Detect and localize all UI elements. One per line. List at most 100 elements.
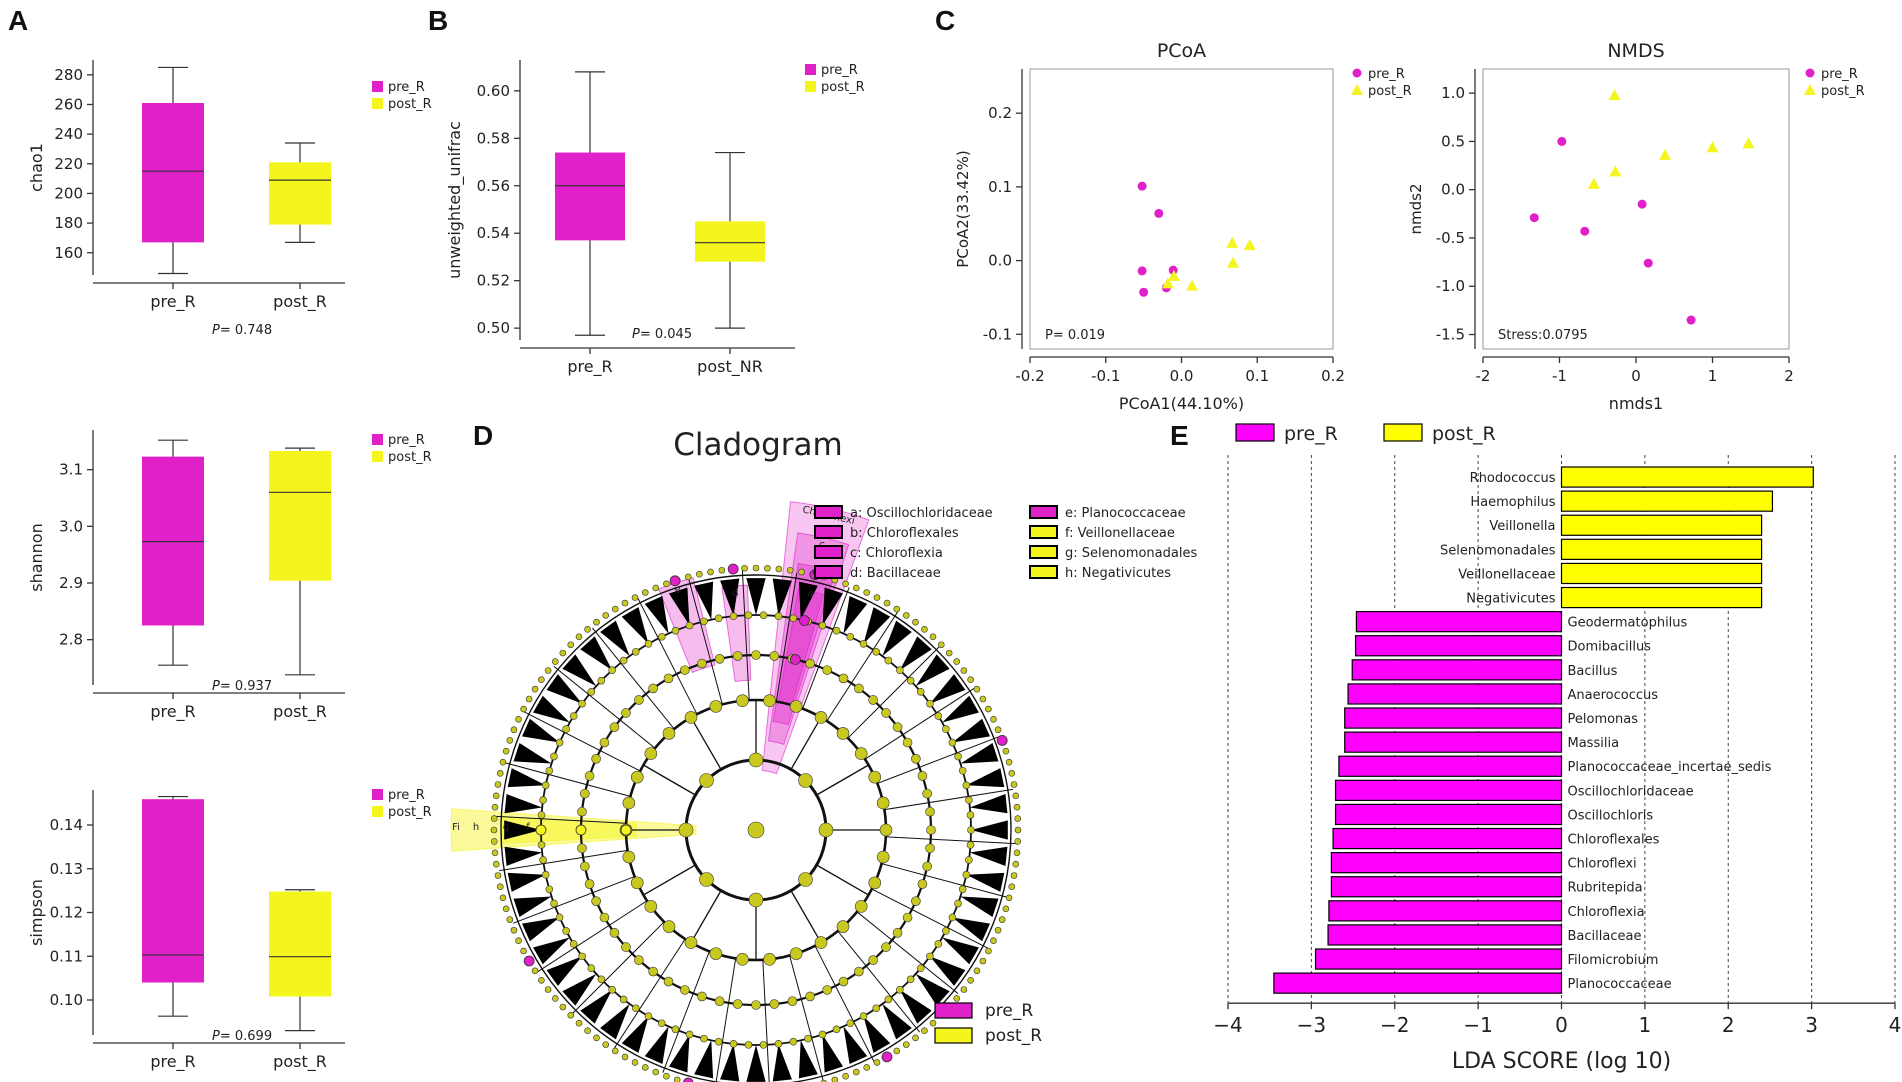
x-tick-label: pre_R <box>567 357 612 377</box>
node <box>515 715 522 723</box>
node <box>916 964 925 972</box>
node <box>648 683 658 694</box>
node <box>962 870 971 879</box>
node <box>814 711 828 724</box>
point-post_R <box>1587 177 1600 189</box>
node <box>868 770 882 784</box>
branch <box>814 945 875 1062</box>
node <box>879 823 893 837</box>
y-axis-label: nmds2 <box>1407 184 1425 235</box>
point-post_R <box>1742 137 1755 149</box>
node <box>644 900 658 913</box>
node <box>960 667 968 674</box>
branch <box>643 764 696 796</box>
point-pre_R <box>1137 181 1147 191</box>
legend-label: g: Selenomonadales <box>1065 546 1197 561</box>
node <box>1005 894 1013 902</box>
bar-label: Anaerococcus <box>1568 688 1659 703</box>
legend-label: pre_R <box>821 63 858 78</box>
cladogram: CladogramChloroflexicbadeFihgfa: Oscillo… <box>450 427 1197 1082</box>
node <box>621 942 631 952</box>
x-tick-label: 1 <box>1708 367 1718 385</box>
node <box>922 788 932 799</box>
branch <box>790 890 822 943</box>
bar-label: Selenomonadales <box>1440 543 1556 558</box>
node <box>510 926 518 934</box>
bar-Massilia <box>1344 731 1563 753</box>
y-tick-label: -0.5 <box>1436 229 1465 247</box>
branch <box>864 687 975 760</box>
node <box>699 872 714 887</box>
node <box>786 566 794 574</box>
node <box>714 996 725 1006</box>
y-axis-label: unweighted_unifrac <box>445 121 465 279</box>
x-tick-label: post_R <box>273 1052 327 1072</box>
node <box>967 676 974 684</box>
legend-swatch <box>1235 423 1275 442</box>
y-tick-label: 0.12 <box>50 904 83 922</box>
node <box>580 788 590 799</box>
box-post_R <box>269 450 331 581</box>
leaf-sector <box>600 1003 630 1040</box>
node <box>769 999 780 1009</box>
node <box>525 695 533 703</box>
y-tick-label: -1.0 <box>1436 277 1465 295</box>
x-tick-label: 0 <box>1631 367 1641 385</box>
y-tick-label: 220 <box>54 155 83 173</box>
leaf-sector <box>843 596 868 634</box>
node <box>630 770 644 784</box>
legend-swatch <box>1029 525 1058 539</box>
leaf-sector <box>513 742 552 764</box>
node <box>729 1040 738 1048</box>
node <box>954 752 962 761</box>
x-tick-label: 0.2 <box>1321 367 1345 385</box>
bar-label: Rubritepida <box>1568 881 1643 896</box>
node <box>631 1059 639 1066</box>
node <box>550 899 558 908</box>
node <box>953 658 961 665</box>
leaf-sector <box>720 578 740 617</box>
branch <box>496 815 627 824</box>
node <box>789 614 798 623</box>
node <box>537 811 546 819</box>
node <box>652 584 660 592</box>
node <box>751 650 761 660</box>
point-pre_R <box>1637 199 1647 209</box>
node <box>960 986 968 993</box>
leaf-sector <box>798 1040 818 1079</box>
plot-title: NMDS <box>1607 40 1664 62</box>
y-tick-label: 260 <box>54 95 83 113</box>
ring <box>500 574 1012 1082</box>
node <box>873 1059 881 1066</box>
node <box>567 1011 575 1019</box>
node <box>555 913 564 922</box>
p-number: = 0.748 <box>220 323 272 338</box>
wedge-d <box>721 584 752 683</box>
y-tick-label: 0.58 <box>477 129 510 147</box>
branch <box>837 930 921 1033</box>
legend-swatch <box>814 565 843 579</box>
wedge-label: h <box>473 822 479 833</box>
leaf-sector <box>966 872 1005 892</box>
node <box>685 1030 694 1039</box>
leaf-sector <box>504 794 543 814</box>
node <box>912 618 919 626</box>
node <box>520 705 527 713</box>
node <box>892 928 903 938</box>
node <box>709 947 723 960</box>
legend-swatch <box>372 451 383 462</box>
leaf-sector <box>513 896 552 918</box>
legend-swatch <box>934 1027 973 1044</box>
legend-swatch <box>1383 423 1423 442</box>
node <box>872 1004 881 1013</box>
node <box>967 976 974 984</box>
node <box>965 796 973 804</box>
node <box>748 892 764 908</box>
node <box>929 633 937 641</box>
leaf-sector <box>822 1034 844 1073</box>
node <box>714 654 725 664</box>
legend-swatch <box>805 81 816 92</box>
node <box>502 905 510 913</box>
leaf-sector <box>969 794 1008 814</box>
